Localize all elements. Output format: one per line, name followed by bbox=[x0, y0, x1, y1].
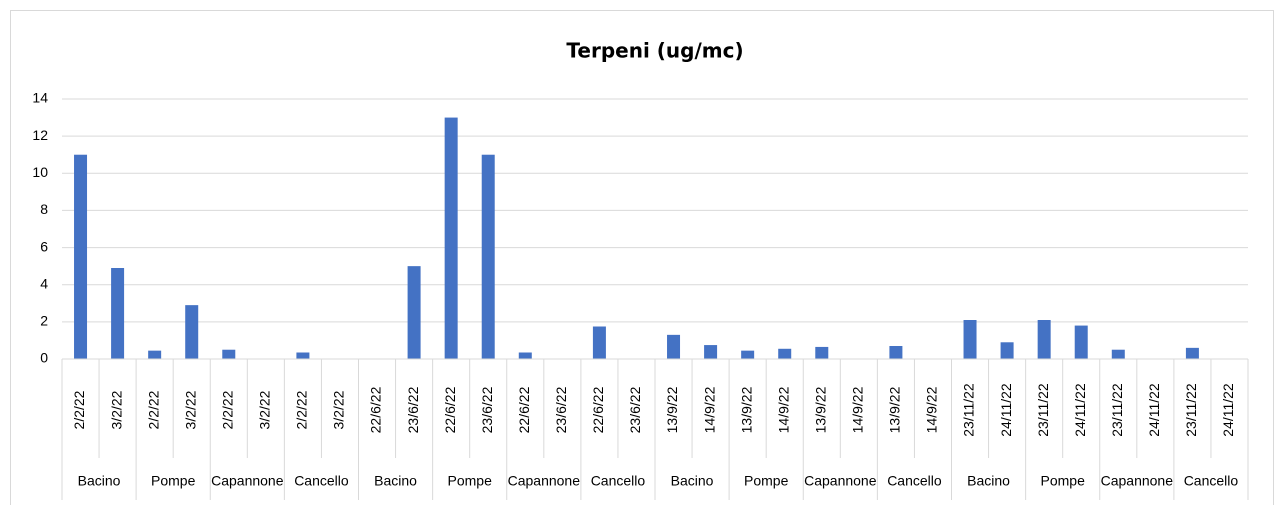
x-tick-label: 3/2/22 bbox=[108, 390, 124, 429]
bar bbox=[296, 352, 310, 359]
group-label: Bacino bbox=[967, 473, 1010, 489]
bar bbox=[1074, 325, 1088, 359]
x-tick-label: 23/6/22 bbox=[553, 386, 569, 433]
x-tick-label: 2/2/22 bbox=[294, 390, 310, 429]
x-tick-label: 14/9/22 bbox=[775, 386, 791, 433]
bar bbox=[815, 346, 829, 359]
bar bbox=[185, 305, 199, 359]
x-tick-label: 24/11/22 bbox=[1220, 383, 1236, 437]
bar bbox=[889, 346, 903, 359]
x-tick-label: 13/9/22 bbox=[812, 386, 828, 433]
x-tick-label: 3/2/22 bbox=[331, 390, 347, 429]
y-tick-label: 0 bbox=[40, 350, 48, 366]
group-label: Cancello bbox=[1184, 473, 1239, 489]
bar bbox=[667, 334, 681, 359]
bar bbox=[444, 117, 458, 359]
y-tick-label: 2 bbox=[40, 313, 48, 329]
x-tick-label: 24/11/22 bbox=[998, 383, 1014, 437]
group-label: Pompe bbox=[151, 473, 196, 489]
bar bbox=[1000, 342, 1014, 359]
x-tick-label: 23/11/22 bbox=[1035, 383, 1051, 437]
bar bbox=[963, 320, 977, 359]
y-tick-label: 6 bbox=[40, 238, 48, 254]
x-tick-label: 14/9/22 bbox=[701, 386, 717, 433]
x-tick-label: 14/9/22 bbox=[924, 386, 940, 433]
bar bbox=[481, 154, 495, 359]
group-label: Capannone bbox=[211, 473, 284, 489]
bar bbox=[148, 350, 162, 359]
bar bbox=[704, 345, 718, 359]
y-tick-label: 14 bbox=[32, 90, 48, 106]
x-tick-label: 14/9/22 bbox=[850, 386, 866, 433]
group-label: Bacino bbox=[78, 473, 121, 489]
x-tick-label: 23/11/22 bbox=[961, 383, 977, 437]
y-tick-label: 8 bbox=[40, 201, 48, 217]
bar bbox=[778, 348, 792, 359]
x-tick-label: 2/2/22 bbox=[145, 390, 161, 429]
bar bbox=[74, 154, 88, 359]
x-tick-label: 3/2/22 bbox=[182, 390, 198, 429]
chart-title: Terpeni (ug/mc) bbox=[566, 39, 743, 63]
group-label: Capannone bbox=[804, 473, 877, 489]
x-tick-label: 13/9/22 bbox=[738, 386, 754, 433]
group-label: Bacino bbox=[671, 473, 714, 489]
x-tick-label: 13/9/22 bbox=[664, 386, 680, 433]
x-tick-label: 22/6/22 bbox=[368, 386, 384, 433]
group-label: Pompe bbox=[448, 473, 493, 489]
bar bbox=[1185, 347, 1199, 359]
x-tick-label: 23/11/22 bbox=[1183, 383, 1199, 437]
x-tick-label: 24/11/22 bbox=[1072, 383, 1088, 437]
group-label: Capannone bbox=[1101, 473, 1174, 489]
group-label: Cancello bbox=[294, 473, 349, 489]
group-label: Pompe bbox=[1041, 473, 1086, 489]
bar bbox=[741, 350, 755, 359]
bar bbox=[407, 266, 421, 359]
x-tick-label: 22/6/22 bbox=[516, 386, 532, 433]
x-tick-label: 24/11/22 bbox=[1146, 383, 1162, 437]
x-tick-label: 22/6/22 bbox=[590, 386, 606, 433]
x-tick-label: 23/11/22 bbox=[1109, 383, 1125, 437]
group-label: Bacino bbox=[374, 473, 417, 489]
x-tick-label: 13/9/22 bbox=[887, 386, 903, 433]
x-tick-label: 22/6/22 bbox=[442, 386, 458, 433]
y-tick-label: 12 bbox=[32, 127, 48, 143]
x-tick-label: 2/2/22 bbox=[219, 390, 235, 429]
bar bbox=[111, 268, 125, 359]
bar bbox=[222, 349, 236, 359]
x-tick-label: 3/2/22 bbox=[257, 390, 273, 429]
group-label: Cancello bbox=[887, 473, 942, 489]
bar bbox=[518, 352, 532, 359]
x-tick-label: 23/6/22 bbox=[627, 386, 643, 433]
x-tick-label: 23/6/22 bbox=[479, 386, 495, 433]
y-tick-label: 4 bbox=[40, 275, 48, 291]
bar bbox=[1111, 349, 1125, 359]
x-tick-label: 23/6/22 bbox=[405, 386, 421, 433]
group-label: Cancello bbox=[591, 473, 646, 489]
y-tick-label: 10 bbox=[32, 164, 48, 180]
x-tick-label: 2/2/22 bbox=[71, 390, 87, 429]
bar bbox=[1037, 320, 1051, 359]
bar bbox=[592, 326, 606, 359]
group-label: Pompe bbox=[744, 473, 789, 489]
group-label: Capannone bbox=[508, 473, 581, 489]
